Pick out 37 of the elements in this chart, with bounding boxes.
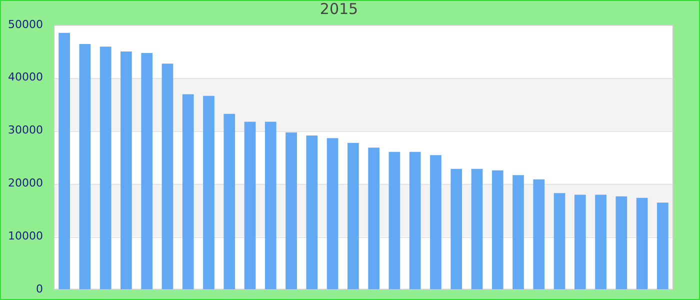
bar (203, 96, 214, 290)
bar (264, 122, 276, 290)
bar (388, 152, 400, 290)
bar (533, 179, 545, 290)
bar (450, 168, 462, 290)
bar (574, 194, 586, 290)
bar (100, 46, 112, 290)
bar (430, 155, 442, 290)
bar (120, 51, 132, 290)
bar (368, 148, 380, 290)
bar (286, 132, 297, 290)
y-tick-label: 40000 (8, 70, 43, 84)
y-tick-label: 20000 (8, 176, 43, 190)
bar (224, 114, 236, 290)
bar (616, 196, 628, 290)
chart-subtitle: 2015 (320, 0, 358, 18)
y-tick-label: 10000 (8, 229, 43, 242)
bar (141, 53, 153, 290)
bar (182, 94, 194, 290)
bar (492, 170, 504, 290)
bar (409, 152, 421, 290)
bar (595, 194, 606, 290)
y-tick-label: 0 (36, 282, 43, 296)
y-tick-label: 50000 (8, 18, 43, 31)
bar (657, 202, 668, 290)
bar (58, 32, 70, 290)
bar (512, 175, 524, 290)
bar (79, 44, 91, 290)
bar (348, 142, 359, 290)
bar (244, 122, 256, 290)
y-tick-label: 30000 (8, 124, 43, 137)
bar (306, 136, 318, 290)
bar (471, 168, 483, 290)
bar (636, 198, 648, 290)
bar (162, 64, 174, 290)
bar (554, 193, 566, 290)
bar (326, 138, 338, 290)
